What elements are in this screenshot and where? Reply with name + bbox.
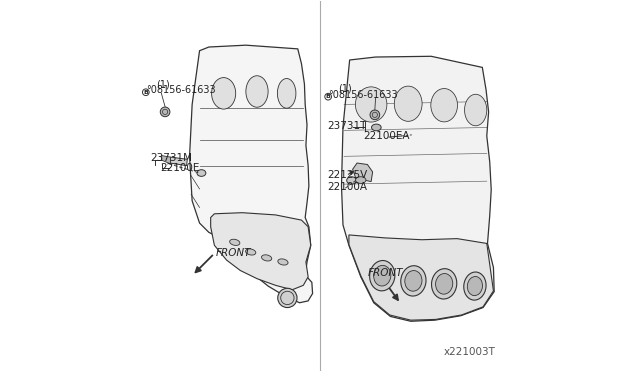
Text: 23731M: 23731M	[150, 153, 192, 163]
Polygon shape	[189, 45, 312, 303]
Ellipse shape	[401, 266, 426, 296]
Text: °08156-61633: °08156-61633	[146, 85, 216, 95]
Ellipse shape	[212, 78, 236, 109]
Ellipse shape	[371, 124, 381, 131]
Circle shape	[160, 107, 170, 117]
Text: 22100A: 22100A	[328, 182, 367, 192]
Polygon shape	[342, 56, 494, 321]
Ellipse shape	[374, 265, 391, 286]
Ellipse shape	[464, 272, 486, 300]
Ellipse shape	[278, 259, 288, 265]
Polygon shape	[349, 235, 493, 320]
Ellipse shape	[262, 255, 272, 261]
Polygon shape	[161, 155, 171, 164]
Ellipse shape	[370, 260, 395, 291]
Ellipse shape	[347, 177, 356, 184]
Circle shape	[370, 110, 380, 120]
Ellipse shape	[246, 76, 268, 107]
Text: B: B	[326, 94, 331, 99]
Ellipse shape	[197, 170, 206, 176]
Text: B: B	[143, 90, 148, 95]
Polygon shape	[353, 163, 372, 182]
Text: (1): (1)	[339, 84, 352, 94]
Polygon shape	[211, 213, 311, 290]
Ellipse shape	[467, 276, 483, 296]
Text: 22125V: 22125V	[328, 170, 367, 180]
Text: FRONT: FRONT	[367, 268, 403, 278]
Text: 22100E: 22100E	[160, 163, 199, 173]
Circle shape	[325, 93, 332, 100]
Text: 22100EA: 22100EA	[364, 131, 410, 141]
Ellipse shape	[356, 177, 366, 183]
Text: °08156-61633: °08156-61633	[328, 90, 398, 100]
Ellipse shape	[394, 86, 422, 121]
Ellipse shape	[465, 94, 487, 126]
Ellipse shape	[436, 273, 452, 294]
Circle shape	[143, 89, 149, 96]
Ellipse shape	[405, 270, 422, 291]
Ellipse shape	[230, 239, 240, 246]
Ellipse shape	[431, 269, 457, 299]
Ellipse shape	[246, 249, 256, 255]
Text: x221003T: x221003T	[444, 347, 496, 357]
Circle shape	[278, 288, 297, 308]
Ellipse shape	[355, 87, 387, 122]
Text: (1): (1)	[156, 80, 170, 90]
Text: 23731T: 23731T	[328, 121, 367, 131]
Text: FRONT: FRONT	[216, 248, 251, 258]
Ellipse shape	[277, 78, 296, 108]
Ellipse shape	[431, 89, 458, 122]
Polygon shape	[170, 157, 188, 166]
